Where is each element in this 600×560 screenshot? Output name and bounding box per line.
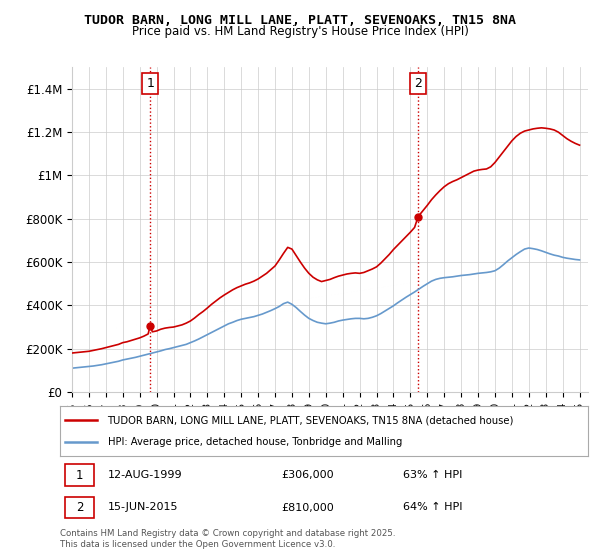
- Text: 12-AUG-1999: 12-AUG-1999: [107, 470, 182, 480]
- Text: 2: 2: [414, 77, 422, 90]
- Text: Price paid vs. HM Land Registry's House Price Index (HPI): Price paid vs. HM Land Registry's House …: [131, 25, 469, 38]
- Text: 1: 1: [76, 469, 83, 482]
- Text: Contains HM Land Registry data © Crown copyright and database right 2025.
This d: Contains HM Land Registry data © Crown c…: [60, 529, 395, 549]
- Text: TUDOR BARN, LONG MILL LANE, PLATT, SEVENOAKS, TN15 8NA (detached house): TUDOR BARN, LONG MILL LANE, PLATT, SEVEN…: [107, 415, 514, 425]
- FancyBboxPatch shape: [65, 464, 94, 486]
- Text: 15-JUN-2015: 15-JUN-2015: [107, 502, 178, 512]
- Text: 2: 2: [76, 501, 83, 514]
- Text: £306,000: £306,000: [282, 470, 334, 480]
- Text: 63% ↑ HPI: 63% ↑ HPI: [403, 470, 463, 480]
- FancyBboxPatch shape: [65, 497, 94, 519]
- Text: £810,000: £810,000: [282, 502, 335, 512]
- Text: HPI: Average price, detached house, Tonbridge and Malling: HPI: Average price, detached house, Tonb…: [107, 437, 402, 447]
- Text: TUDOR BARN, LONG MILL LANE, PLATT, SEVENOAKS, TN15 8NA: TUDOR BARN, LONG MILL LANE, PLATT, SEVEN…: [84, 14, 516, 27]
- Text: 64% ↑ HPI: 64% ↑ HPI: [403, 502, 463, 512]
- Text: 1: 1: [146, 77, 154, 90]
